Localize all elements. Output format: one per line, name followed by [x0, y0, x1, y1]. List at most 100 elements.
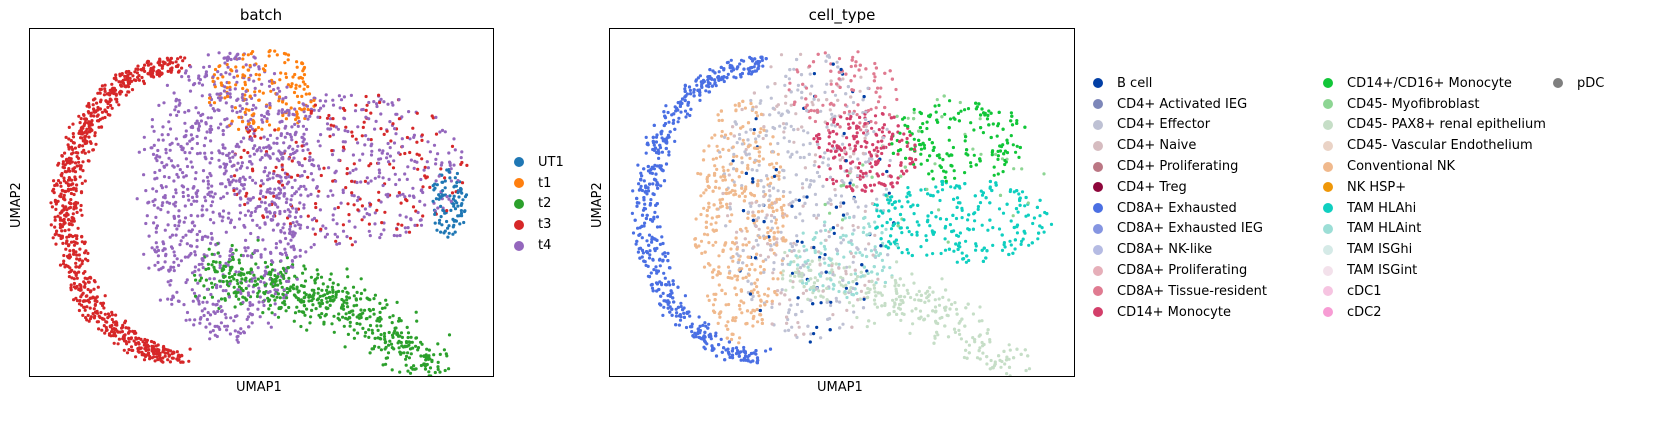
scatter-point	[699, 239, 704, 243]
scatter-point	[131, 74, 135, 78]
scatter-point	[198, 151, 202, 155]
scatter-point	[180, 354, 184, 358]
scatter-point	[67, 222, 72, 226]
scatter-point	[285, 197, 289, 201]
scatter-point	[423, 165, 427, 169]
scatter-point	[147, 200, 151, 204]
scatter-point	[181, 190, 185, 195]
scatter-point	[150, 146, 154, 150]
scatter-point	[190, 165, 194, 169]
scatter-point	[245, 317, 249, 321]
scatter-point	[310, 218, 314, 222]
scatter-point	[294, 83, 298, 87]
scatter-point	[336, 283, 340, 287]
scatter-point	[276, 86, 280, 90]
scatter-point	[166, 358, 170, 362]
scatter-point	[246, 209, 250, 213]
scatter-point	[89, 111, 93, 115]
scatter-point	[758, 101, 762, 105]
scatter-point	[394, 182, 398, 187]
scatter-point	[182, 175, 186, 179]
scatter-point	[78, 164, 82, 168]
scatter-point	[286, 53, 291, 57]
scatter-point	[75, 299, 79, 303]
scatter-point	[241, 73, 245, 77]
scatter-point	[1015, 231, 1019, 235]
scatter-point	[265, 210, 269, 214]
scatter-point	[872, 183, 876, 187]
scatter-point	[747, 353, 751, 358]
scatter-point	[438, 352, 442, 356]
scatter-point	[252, 273, 256, 277]
scatter-point	[248, 154, 252, 158]
scatter-point	[103, 312, 107, 316]
scatter-point	[168, 201, 172, 205]
scatter-point	[215, 283, 219, 287]
scatter-point	[918, 309, 923, 313]
scatter-point	[226, 216, 230, 220]
scatter-point	[683, 87, 687, 91]
scatter-point	[434, 179, 438, 183]
scatter-point	[876, 277, 880, 281]
scatter-point	[125, 351, 130, 355]
scatter-point	[384, 345, 388, 349]
scatter-point	[388, 154, 392, 158]
scatter-point	[318, 99, 322, 103]
scatter-point	[322, 104, 326, 108]
scatter-point	[219, 96, 223, 100]
scatter-point	[674, 314, 678, 318]
scatter-point	[302, 206, 306, 210]
scatter-point	[137, 150, 141, 154]
scatter-point	[141, 79, 146, 83]
scatter-point	[434, 376, 437, 377]
scatter-point	[82, 139, 86, 143]
scatter-point	[227, 56, 231, 60]
scatter-point	[242, 183, 246, 187]
scatter-point	[311, 227, 315, 231]
scatter-point	[250, 321, 254, 325]
scatter-point	[322, 166, 326, 170]
scatter-point	[440, 223, 444, 227]
scatter-point	[1005, 355, 1009, 359]
scatter-point	[79, 208, 83, 212]
scatter-point	[707, 144, 711, 148]
scatter-point	[93, 134, 97, 138]
scatter-point	[447, 151, 451, 155]
scatter-point	[267, 54, 271, 58]
scatter-point	[66, 169, 70, 173]
scatter-point	[64, 189, 68, 193]
scatter-point	[251, 290, 255, 294]
scatter-point	[376, 328, 380, 332]
scatter-point	[99, 311, 103, 315]
scatter-point	[304, 187, 308, 191]
scatter-point	[236, 161, 240, 165]
scatter-point	[148, 69, 152, 74]
scatter-point	[81, 144, 85, 148]
scatter-point	[360, 204, 364, 208]
scatter-point	[378, 310, 382, 314]
scatter-point	[320, 288, 324, 292]
scatter-point	[711, 303, 716, 307]
scatter-point	[299, 193, 303, 197]
scatter-point	[276, 292, 280, 296]
scatter-point	[872, 148, 876, 152]
scatter-point	[194, 171, 198, 175]
scatter-point	[193, 273, 197, 277]
scatter-point	[170, 141, 174, 145]
scatter-point	[978, 346, 982, 350]
scatter-point	[123, 84, 127, 88]
scatter-point	[74, 187, 78, 191]
scatter-point	[404, 230, 408, 234]
scatter-point	[390, 321, 394, 325]
scatter-point	[408, 194, 412, 198]
scatter-point	[208, 330, 213, 334]
scatter-point	[906, 186, 910, 190]
scatter-point	[978, 201, 983, 205]
scatter-point	[76, 226, 80, 230]
scatter-point	[377, 190, 381, 194]
scatter-point	[208, 171, 212, 176]
scatter-point	[216, 251, 220, 255]
scatter-point	[211, 75, 215, 79]
scatter-point	[144, 189, 148, 193]
scatter-point	[704, 324, 708, 328]
